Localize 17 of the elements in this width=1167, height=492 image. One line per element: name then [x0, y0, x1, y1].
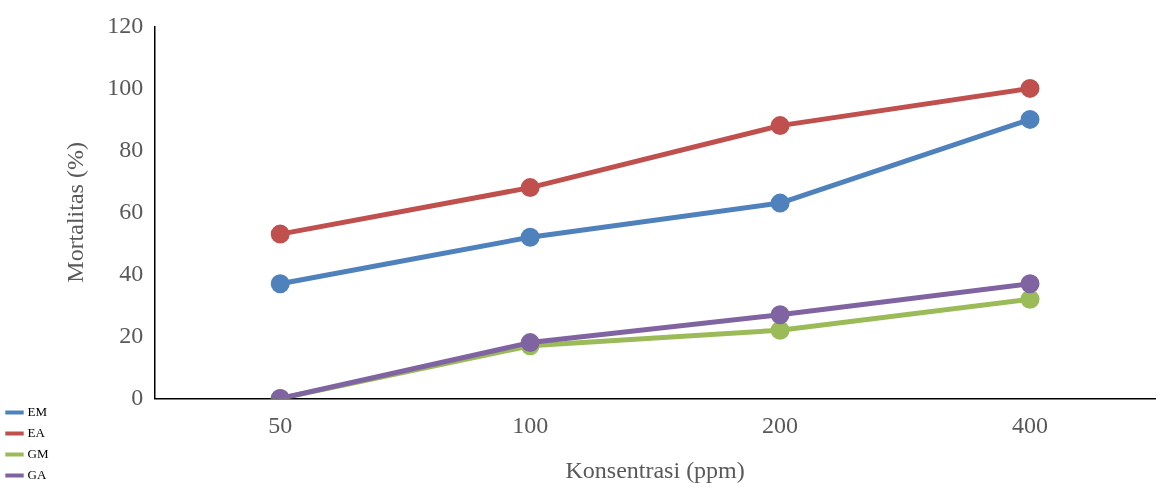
legend-label: EM — [27, 403, 48, 419]
legend-label: EA — [27, 424, 46, 440]
x-axis-title: Konsentrasi (ppm) — [565, 456, 745, 483]
legend-label: GA — [27, 466, 47, 482]
y-tick-label: 60 — [119, 197, 144, 224]
x-tick-label: 200 — [762, 412, 799, 439]
y-tick-label: 120 — [107, 11, 144, 38]
y-tick-label: 40 — [119, 259, 144, 286]
y-tick-label: 20 — [119, 321, 144, 348]
x-tick-label: 50 — [268, 412, 293, 439]
x-tick-label: 100 — [512, 412, 549, 439]
y-axis-title: Mortalitas (%) — [62, 142, 89, 283]
x-tick-label: 400 — [1012, 412, 1049, 439]
y-tick-label: 100 — [107, 73, 144, 100]
y-tick-label: 80 — [119, 135, 144, 162]
y-tick-label: 0 — [131, 383, 144, 410]
legend-label: GM — [27, 445, 49, 461]
